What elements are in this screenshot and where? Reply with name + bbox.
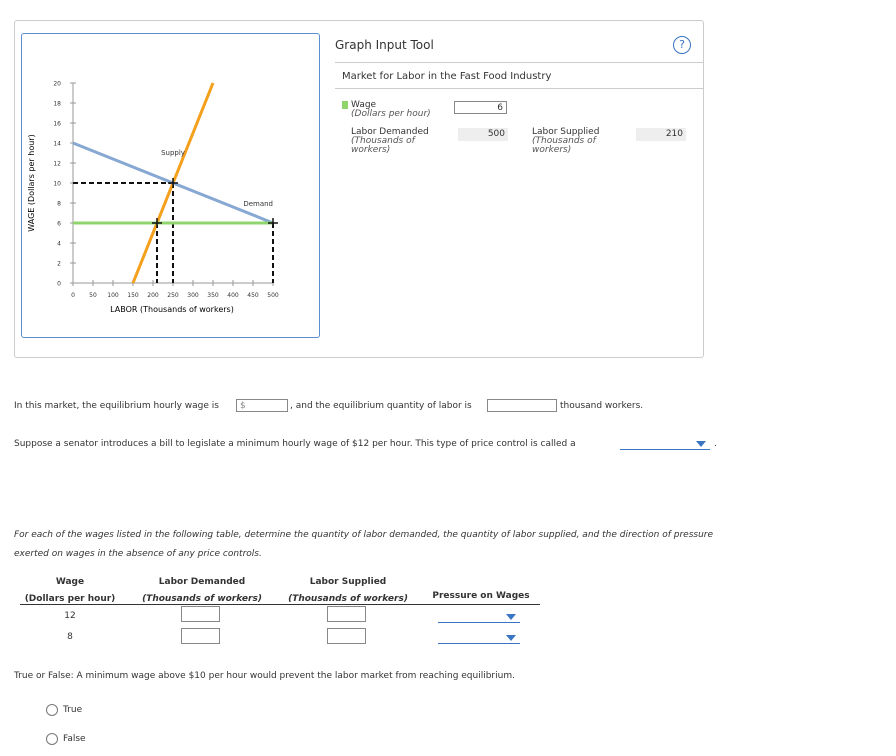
divider — [335, 88, 703, 89]
y-tick-label: 14 — [53, 141, 61, 148]
x-tick-label: 200 — [147, 292, 159, 299]
answer-box[interactable] — [327, 628, 366, 644]
header-text: (Thousands of workers) — [142, 594, 262, 604]
divider — [335, 62, 703, 63]
table-rule — [20, 604, 540, 605]
wage-answer[interactable]: $ — [236, 399, 288, 412]
q2-text: . — [714, 439, 717, 449]
y-tick-label: 20 — [53, 81, 61, 88]
x-tick-label: 250 — [167, 292, 179, 299]
header-text: Labor Demanded — [158, 577, 246, 587]
header-text: Wage — [55, 577, 85, 587]
x-tick-label: 50 — [89, 292, 97, 299]
wage-label: Wage — [351, 100, 377, 110]
radio[interactable] — [46, 704, 58, 716]
option-label: True — [63, 705, 83, 715]
y-tick-label: 6 — [57, 221, 61, 228]
q1-text: , and the equilibrium quantity of labor … — [290, 401, 472, 411]
q4-text: True or False: A minimum wage above $10 … — [14, 671, 515, 681]
tool-title: Graph Input Tool — [335, 38, 434, 52]
table-header: Labor Supplied (Thousands of workers) — [280, 574, 416, 608]
y-tick-label: 18 — [53, 101, 61, 108]
y-tick-label: 4 — [57, 241, 61, 248]
header-text: (Thousands of workers) — [288, 594, 408, 604]
demanded-unit: (Thousands of workers) — [351, 136, 415, 155]
table-header: Wage (Dollars per hour) — [20, 574, 120, 608]
series-label: Supply — [161, 149, 185, 157]
y-axis-label: WAGE (Dollars per hour) — [27, 134, 36, 231]
supplied-label: Labor Supplied — [532, 127, 600, 137]
option-label: False — [63, 734, 86, 744]
demanded-value: 500 — [458, 128, 508, 141]
q3-text: For each of the wages listed in the foll… — [14, 530, 714, 559]
wage-swatch — [342, 101, 348, 109]
answer-box[interactable] — [181, 606, 220, 622]
supplied-value: 210 — [636, 128, 686, 141]
x-tick-label: 0 — [71, 292, 75, 299]
marker — [168, 178, 178, 188]
table-header: Pressure on Wages — [432, 591, 530, 601]
q1-text: In this market, the equilibrium hourly w… — [14, 401, 219, 411]
x-tick-label: 400 — [227, 292, 239, 299]
y-tick-label: 10 — [53, 181, 61, 188]
y-tick-label: 16 — [53, 121, 61, 128]
row-wage: 8 — [67, 632, 73, 642]
x-tick-label: 500 — [267, 292, 279, 299]
x-tick-label: 150 — [127, 292, 139, 299]
x-tick-label: 450 — [247, 292, 259, 299]
market-title: Market for Labor in the Fast Food Indust… — [342, 71, 552, 82]
x-tick-label: 300 — [187, 292, 199, 299]
marker — [152, 218, 162, 228]
graph-panel — [14, 20, 704, 358]
radio[interactable] — [46, 733, 58, 745]
answer-box[interactable] — [181, 628, 220, 644]
price-control-dropdown[interactable] — [620, 437, 710, 450]
series-label: Demand — [243, 200, 273, 208]
pressure-dropdown[interactable] — [438, 631, 520, 644]
wage-unit: (Dollars per hour) — [351, 109, 431, 119]
row-wage: 12 — [64, 611, 76, 621]
demanded-label: Labor Demanded — [351, 127, 429, 137]
supplied-unit: (Thousands of workers) — [532, 136, 596, 155]
y-tick-label: 2 — [57, 261, 61, 268]
header-text: (Dollars per hour) — [24, 594, 116, 604]
help-button[interactable]: ? — [673, 36, 691, 54]
pressure-dropdown[interactable] — [438, 610, 520, 623]
x-axis-label: LABOR (Thousands of workers) — [110, 305, 234, 314]
x-tick-label: 350 — [207, 292, 219, 299]
header-text: Labor Supplied — [309, 577, 387, 587]
chart: WAGE (Dollars per hour) LABOR (Thousands… — [27, 81, 279, 315]
y-tick-label: 8 — [57, 201, 61, 208]
y-tick-label: 0 — [57, 281, 61, 288]
table-header: Labor Demanded (Thousands of workers) — [134, 574, 270, 608]
y-tick-label: 12 — [53, 161, 61, 168]
marker — [268, 218, 278, 228]
answer-box[interactable] — [327, 606, 366, 622]
wage-input[interactable]: 6 — [454, 101, 507, 114]
chart-frame: WAGE (Dollars per hour) LABOR (Thousands… — [21, 33, 320, 338]
q1-text: thousand workers. — [560, 401, 644, 411]
quantity-answer[interactable] — [487, 399, 557, 412]
q2-text: Suppose a senator introduces a bill to l… — [14, 439, 576, 449]
x-tick-label: 100 — [107, 292, 119, 299]
